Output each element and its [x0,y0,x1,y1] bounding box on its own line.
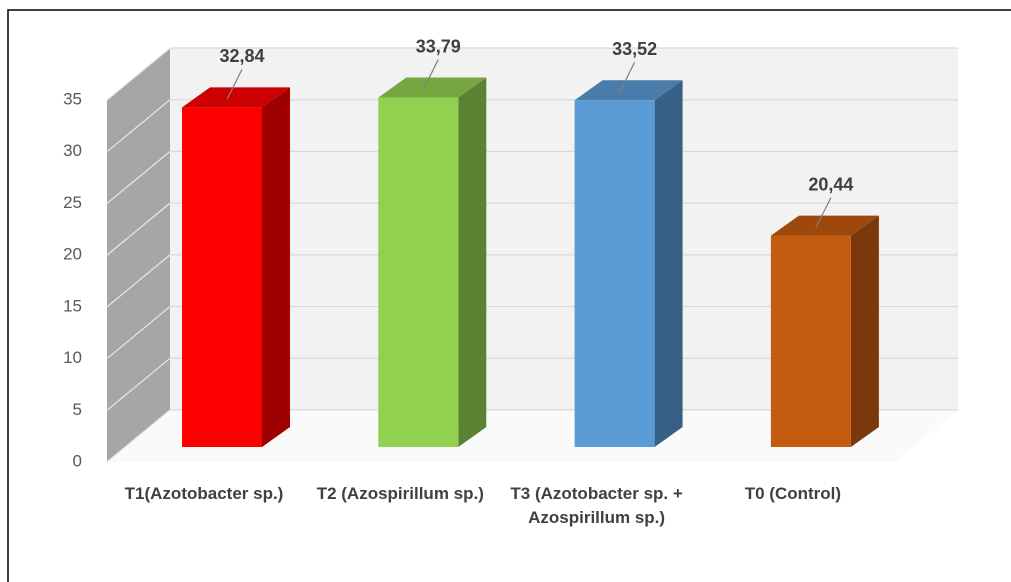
y-tick-label: 5 [73,400,82,419]
bar-top [378,77,487,98]
grid-line [106,99,171,153]
x-tick-label: T1(Azotobacter sp.) [124,484,284,503]
y-tick-label: 0 [73,451,82,470]
bar-top [182,87,290,108]
data-label: 33,79 [416,36,461,56]
x-tick-label: T0 (Control) [744,484,842,503]
grid-line [106,306,171,360]
data-label: 20,44 [808,174,853,194]
bar [182,107,262,447]
bar-top [574,80,683,101]
data-label: 32,84 [219,46,264,66]
y-tick-label: 25 [63,193,82,212]
y-tick-label: 15 [63,296,82,315]
side-wall [107,48,170,462]
leader-line [815,197,832,228]
bar [378,97,459,447]
grid-line [106,150,171,204]
bar [770,235,851,447]
y-tick-label: 10 [63,348,82,367]
y-tick-label: 20 [63,245,82,264]
leader-line [422,59,439,90]
x-tick-label: T2 (Azospirillum sp.) [316,484,484,503]
floor [107,410,958,462]
bar [574,100,655,447]
data-label: 33,52 [612,39,657,59]
bar-side [654,80,683,447]
leader-line [619,62,636,93]
y-tick-label: 30 [63,141,82,160]
grid-line [106,202,171,256]
grid-line [106,47,171,101]
bar-top [770,215,879,236]
grid-line [106,357,171,411]
bar-side [458,77,487,447]
y-tick-label: 35 [63,89,82,108]
leader-line [226,69,243,100]
grid-line [106,254,171,308]
grid-line [106,409,171,463]
x-tick-label: T3 (Azotobacter sp. + Azospirillum sp.) [510,484,683,527]
bar-side [262,87,290,447]
bar-side [850,215,879,447]
